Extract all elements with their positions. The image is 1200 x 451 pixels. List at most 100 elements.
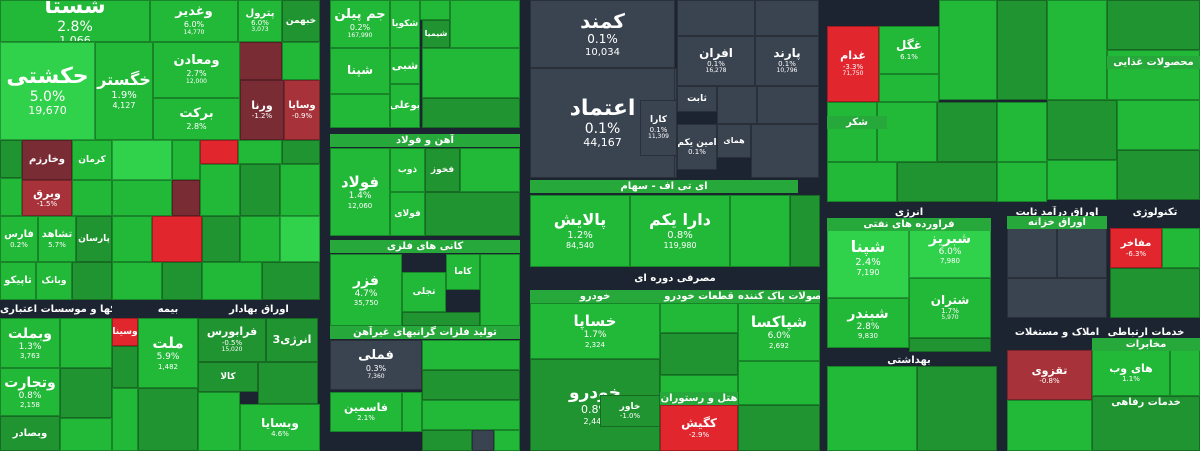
sector-header[interactable]: خودرو [530,290,660,303]
sector-header[interactable]: خدمات ارتباطی [1107,327,1185,338]
sector-header[interactable]: بیمه [157,304,179,315]
stock-tile[interactable]: کمند 0.1% 10,034 [530,0,675,68]
stock-tile[interactable] [677,0,755,36]
stock-tile[interactable] [422,370,520,400]
stock-tile[interactable] [738,361,820,405]
sector-header[interactable]: محصولات غذایی [1107,56,1200,69]
stock-tile[interactable]: وبصادر [0,416,60,451]
stock-tile[interactable]: فولای [390,192,425,236]
sector-header[interactable]: محصولات پاک کننده [738,290,820,303]
stock-tile[interactable] [280,216,320,262]
stock-tile[interactable] [460,148,520,192]
stock-tile[interactable]: فارس 0.2% [0,216,38,262]
stock-tile[interactable] [879,74,939,102]
stock-tile[interactable] [997,0,1047,100]
sector-header[interactable]: بانکها و موسسات اعتباری [0,304,112,315]
stock-tile[interactable] [917,366,997,451]
stock-tile[interactable]: وتجارت 0.8% 2,158 [0,368,60,416]
stock-tile[interactable] [790,195,820,267]
stock-tile[interactable] [112,388,138,451]
stock-tile[interactable]: تشاهد 5.7% [38,216,76,262]
stock-tile[interactable]: پارسان [76,216,112,262]
stock-tile[interactable]: شبندر 2.8% 9,830 [827,298,909,348]
stock-tile[interactable]: غگل 6.1% [879,26,939,74]
stock-tile[interactable]: شستا 2.8% 1,066 [0,0,150,42]
stock-tile[interactable] [402,312,480,326]
stock-tile[interactable]: جم پیلن 0.2% 167,990 [330,0,390,48]
stock-tile[interactable] [422,340,520,370]
stock-tile[interactable]: پترول 6.0% 3,073 [238,0,282,42]
stock-tile[interactable] [1162,228,1200,268]
stock-tile[interactable] [827,102,877,162]
stock-tile[interactable] [112,346,138,388]
stock-tile[interactable]: فرابورس -0.5% 15,020 [198,318,266,362]
stock-tile[interactable]: برکت 2.8% [153,98,240,140]
stock-tile[interactable] [200,140,238,164]
stock-tile[interactable]: وبانک [36,262,72,300]
stock-tile[interactable] [282,140,320,164]
sector-header[interactable]: مخابرات [1092,338,1200,351]
stock-tile[interactable]: خبهمن [282,0,320,42]
stock-tile[interactable] [112,180,172,216]
sector-header[interactable]: هتل و رستوران [660,392,738,405]
sector-header[interactable]: شکر [827,116,887,129]
stock-tile[interactable] [258,362,318,404]
sector-header[interactable]: انرژی [894,207,924,218]
stock-tile[interactable] [1047,100,1117,160]
stock-tile[interactable] [60,418,112,451]
stock-tile[interactable]: حکشتی 5.0% 19,670 [0,42,95,140]
stock-tile[interactable] [1007,278,1107,318]
stock-tile[interactable]: شپنا [330,48,390,94]
stock-tile[interactable]: خگستر 1.9% 4,127 [95,42,153,140]
stock-tile[interactable] [1170,350,1200,396]
stock-tile[interactable] [330,94,390,128]
stock-tile[interactable]: امین یکم 0.1% [677,124,717,170]
stock-tile[interactable] [997,102,1047,162]
stock-tile[interactable]: وسینا [112,318,138,346]
stock-tile[interactable]: خساپا 1.7% 2,324 [530,303,660,359]
stock-tile[interactable] [472,430,494,451]
stock-tile[interactable] [152,216,202,262]
stock-tile[interactable]: وخارزم [22,140,72,180]
sector-header[interactable]: املاک و مستغلات [1014,327,1100,338]
stock-tile[interactable]: غدام -3.3% 71,750 [827,26,879,102]
stock-tile[interactable]: کگیش -2.9% [660,405,738,451]
stock-tile[interactable]: وغدیر 6.0% 14,770 [150,0,238,42]
stock-tile[interactable] [422,430,472,451]
stock-tile[interactable]: شکویا [390,0,420,48]
stock-tile[interactable] [717,86,757,124]
stock-tile[interactable] [1117,150,1200,200]
stock-tile[interactable] [480,254,520,326]
stock-tile[interactable] [660,333,738,375]
stock-tile[interactable]: وبسایا 4.6% [240,404,320,451]
stock-tile[interactable] [240,216,280,262]
stock-tile[interactable] [937,102,997,162]
stock-tile[interactable]: شیمیا [422,20,450,48]
stock-tile[interactable] [1092,396,1200,451]
sector-header[interactable]: ای تی اف - سهام [530,180,798,193]
sector-header[interactable]: خدمات رفاهی [1111,397,1181,408]
stock-tile[interactable] [1007,400,1092,451]
stock-tile[interactable]: شتران 1.7% 5,970 [909,278,991,338]
stock-tile[interactable]: فزر 4.7% 35,750 [330,254,402,326]
sector-header[interactable]: تکنولوژی [1132,207,1178,218]
stock-tile[interactable] [202,216,240,262]
stock-tile[interactable] [172,180,200,216]
stock-tile[interactable] [757,86,819,124]
stock-tile[interactable]: کالا [198,362,258,392]
stock-tile[interactable]: دارا یکم 0.8% 119,980 [630,195,730,267]
stock-tile[interactable] [751,124,819,178]
stock-tile[interactable]: تقزوی -0.8% [1007,350,1092,400]
stock-tile[interactable] [72,180,112,216]
sector-header[interactable]: بهداشتی [887,355,931,366]
stock-tile[interactable] [0,140,22,178]
stock-tile[interactable]: همای [717,124,751,158]
sector-header[interactable]: اوراق درآمد ثابت [1015,207,1099,218]
stock-tile[interactable]: کرمان [72,140,112,180]
stock-tile[interactable]: فخوز [425,148,460,192]
stock-tile[interactable] [877,102,937,162]
stock-tile[interactable] [240,164,280,216]
stock-tile[interactable]: کارا 0.1% 11,309 [640,100,677,156]
stock-tile[interactable] [280,164,320,216]
stock-tile[interactable]: شبی [390,48,420,84]
